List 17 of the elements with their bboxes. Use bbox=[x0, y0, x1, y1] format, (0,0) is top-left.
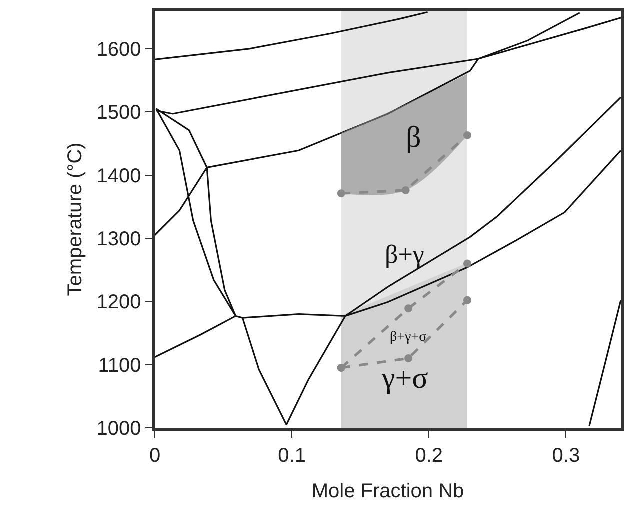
y-tick-label: 1200 bbox=[96, 292, 142, 314]
x-axis-title: Mole Fraction Nb bbox=[312, 480, 464, 502]
y-tick-label: 1600 bbox=[96, 38, 142, 61]
y-tick-label: 1300 bbox=[96, 228, 142, 250]
y-tick-label: 1400 bbox=[96, 165, 142, 188]
annotation: β bbox=[406, 121, 422, 154]
annotation: β+γ bbox=[385, 240, 424, 269]
y-tick-label: 1000 bbox=[96, 418, 142, 440]
y-tick-label: 1100 bbox=[98, 354, 142, 377]
x-tick-label: 0.3 bbox=[552, 444, 580, 467]
x-tick-label: 0 bbox=[149, 444, 161, 467]
y-tick-label: 1500 bbox=[96, 102, 142, 124]
x-tick-label: 0.2 bbox=[415, 444, 444, 467]
annotation: γ+σ bbox=[381, 362, 428, 395]
annotation: β+γ+σ bbox=[390, 330, 428, 345]
y-axis-title: Temperature (°C) bbox=[64, 142, 86, 296]
x-tick-label: 0.1 bbox=[278, 444, 306, 467]
